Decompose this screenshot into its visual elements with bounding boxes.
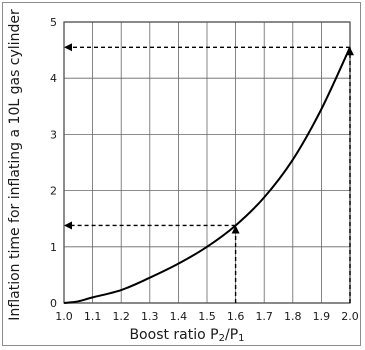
x-axis-title-p2: P — [210, 327, 218, 343]
y-tick-label-1: 1 — [50, 241, 57, 254]
x-tick-label-1.8: 1.8 — [284, 310, 302, 323]
x-tick-label-1.9: 1.9 — [313, 310, 331, 323]
x-axis-title: Boost ratio P2/P1 — [129, 327, 244, 344]
annotations — [64, 43, 354, 303]
y-tick-label-5: 5 — [50, 16, 57, 29]
y-tick-label-0: 0 — [50, 297, 57, 310]
series — [63, 46, 351, 304]
x-tick-label-1.2: 1.2 — [112, 310, 130, 323]
x-tick-label-1.6: 1.6 — [227, 310, 245, 323]
y-tick-label-4: 4 — [50, 72, 57, 85]
x-tick-label-1.1: 1.1 — [84, 310, 102, 323]
tick-labels: 1.0 1.1 1.2 1.3 1.4 1.5 1.6 1.7 1.8 1.9 2.0 0 1 2 3 4 5 — [50, 16, 359, 323]
chart-frame — [2, 2, 361, 346]
x-tick-label-2.0: 2.0 — [341, 310, 359, 323]
x-tick-label-1.4: 1.4 — [170, 310, 188, 323]
y-tick-label-3: 3 — [50, 128, 57, 141]
x-axis-title-main: Boost ratio — [129, 327, 210, 343]
x-tick-label-1.3: 1.3 — [141, 310, 159, 323]
x-tick-label-1.0: 1.0 — [55, 310, 73, 323]
x-axis-title-p1-sub: 1 — [238, 333, 244, 344]
y-tick-label-2: 2 — [50, 185, 57, 198]
y-axis-title: Inflation time for inflating a 10L gas c… — [7, 9, 23, 321]
x-axis-title-p2-sub: 2 — [219, 333, 225, 344]
series-line-1 — [63, 46, 351, 304]
x-tick-label-1.5: 1.5 — [198, 310, 216, 323]
x-tick-label-1.7: 1.7 — [255, 310, 273, 323]
x-axis-title-slash: /P — [225, 327, 238, 343]
